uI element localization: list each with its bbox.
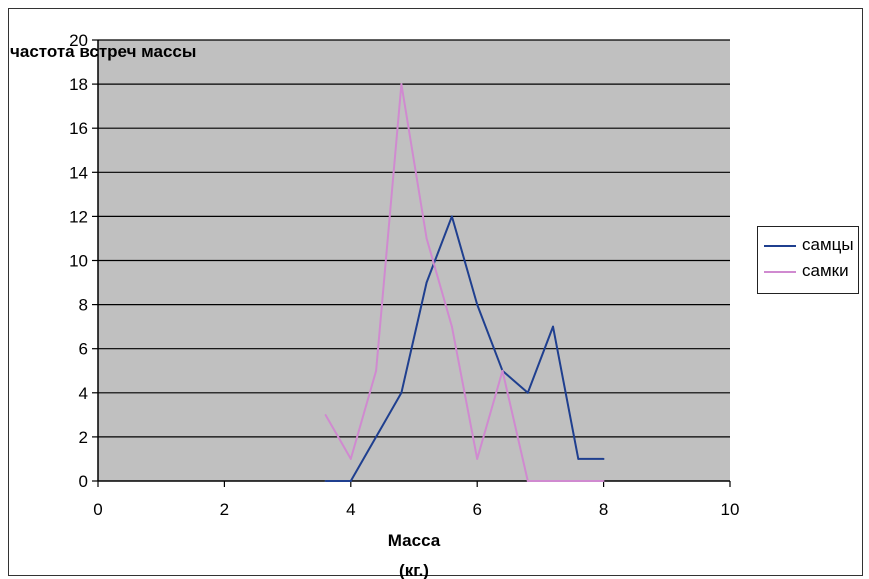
data-point-males-1 <box>337 480 340 482</box>
data-point-males-4 <box>400 391 403 394</box>
data-point-males-5 <box>425 281 428 284</box>
y-tick-label-14: 14 <box>69 163 88 182</box>
legend-entry-males: самцы <box>764 233 860 259</box>
y-tick-label-8: 8 <box>79 296 88 315</box>
x-tick-label-2: 2 <box>220 500 229 519</box>
y-tick-label-18: 18 <box>69 75 88 94</box>
data-point-males-7 <box>476 303 479 306</box>
data-point-males-11 <box>577 458 580 460</box>
data-point-females-2 <box>349 458 352 460</box>
x-tick-label-4: 4 <box>346 500 355 519</box>
data-point-females-4 <box>400 83 403 85</box>
data-point-females-3 <box>375 369 377 372</box>
data-point-males-2 <box>349 480 352 482</box>
y-axis-title: частота встреч массы <box>10 42 196 61</box>
data-point-males-3 <box>375 436 377 438</box>
legend-label-females: самки <box>802 261 849 280</box>
y-tick-label-20: 20 <box>69 31 88 50</box>
data-point-females-0 <box>324 413 327 416</box>
legend-label-males: самцы <box>802 235 854 254</box>
y-tick-label-6: 6 <box>79 340 88 359</box>
y-tick-label-2: 2 <box>79 428 88 447</box>
legend-swatch-males <box>764 245 796 247</box>
legend-swatch-females <box>764 271 796 273</box>
data-point-males-10 <box>552 325 554 328</box>
x-tick-label-8: 8 <box>599 500 608 519</box>
data-point-females-12 <box>602 480 605 482</box>
data-point-females-11 <box>577 480 580 482</box>
data-point-females-10 <box>552 480 554 482</box>
legend: самцы самки <box>757 226 859 294</box>
data-point-females-8 <box>501 369 504 372</box>
data-point-males-9 <box>526 391 529 394</box>
y-tick-label-0: 0 <box>79 472 88 491</box>
data-point-males-12 <box>602 458 605 460</box>
y-tick-label-10: 10 <box>69 252 88 271</box>
data-point-males-0 <box>324 480 327 482</box>
x-tick-label-10: 10 <box>721 500 740 519</box>
x-tick-label-0: 0 <box>93 500 102 519</box>
data-point-females-1 <box>337 436 340 438</box>
x-axis-title-line-1: Масса <box>388 531 441 550</box>
data-point-females-9 <box>526 480 529 482</box>
x-tick-label-6: 6 <box>472 500 481 519</box>
x-axis-title-line-2: (кг.) <box>399 561 429 579</box>
y-tick-label-16: 16 <box>69 119 88 138</box>
data-point-males-6 <box>451 215 453 218</box>
data-point-females-6 <box>451 325 453 328</box>
data-point-females-5 <box>425 237 428 240</box>
y-tick-label-4: 4 <box>79 384 88 403</box>
y-tick-label-12: 12 <box>69 207 88 226</box>
legend-entry-females: самки <box>764 259 860 285</box>
data-point-females-7 <box>476 458 479 460</box>
